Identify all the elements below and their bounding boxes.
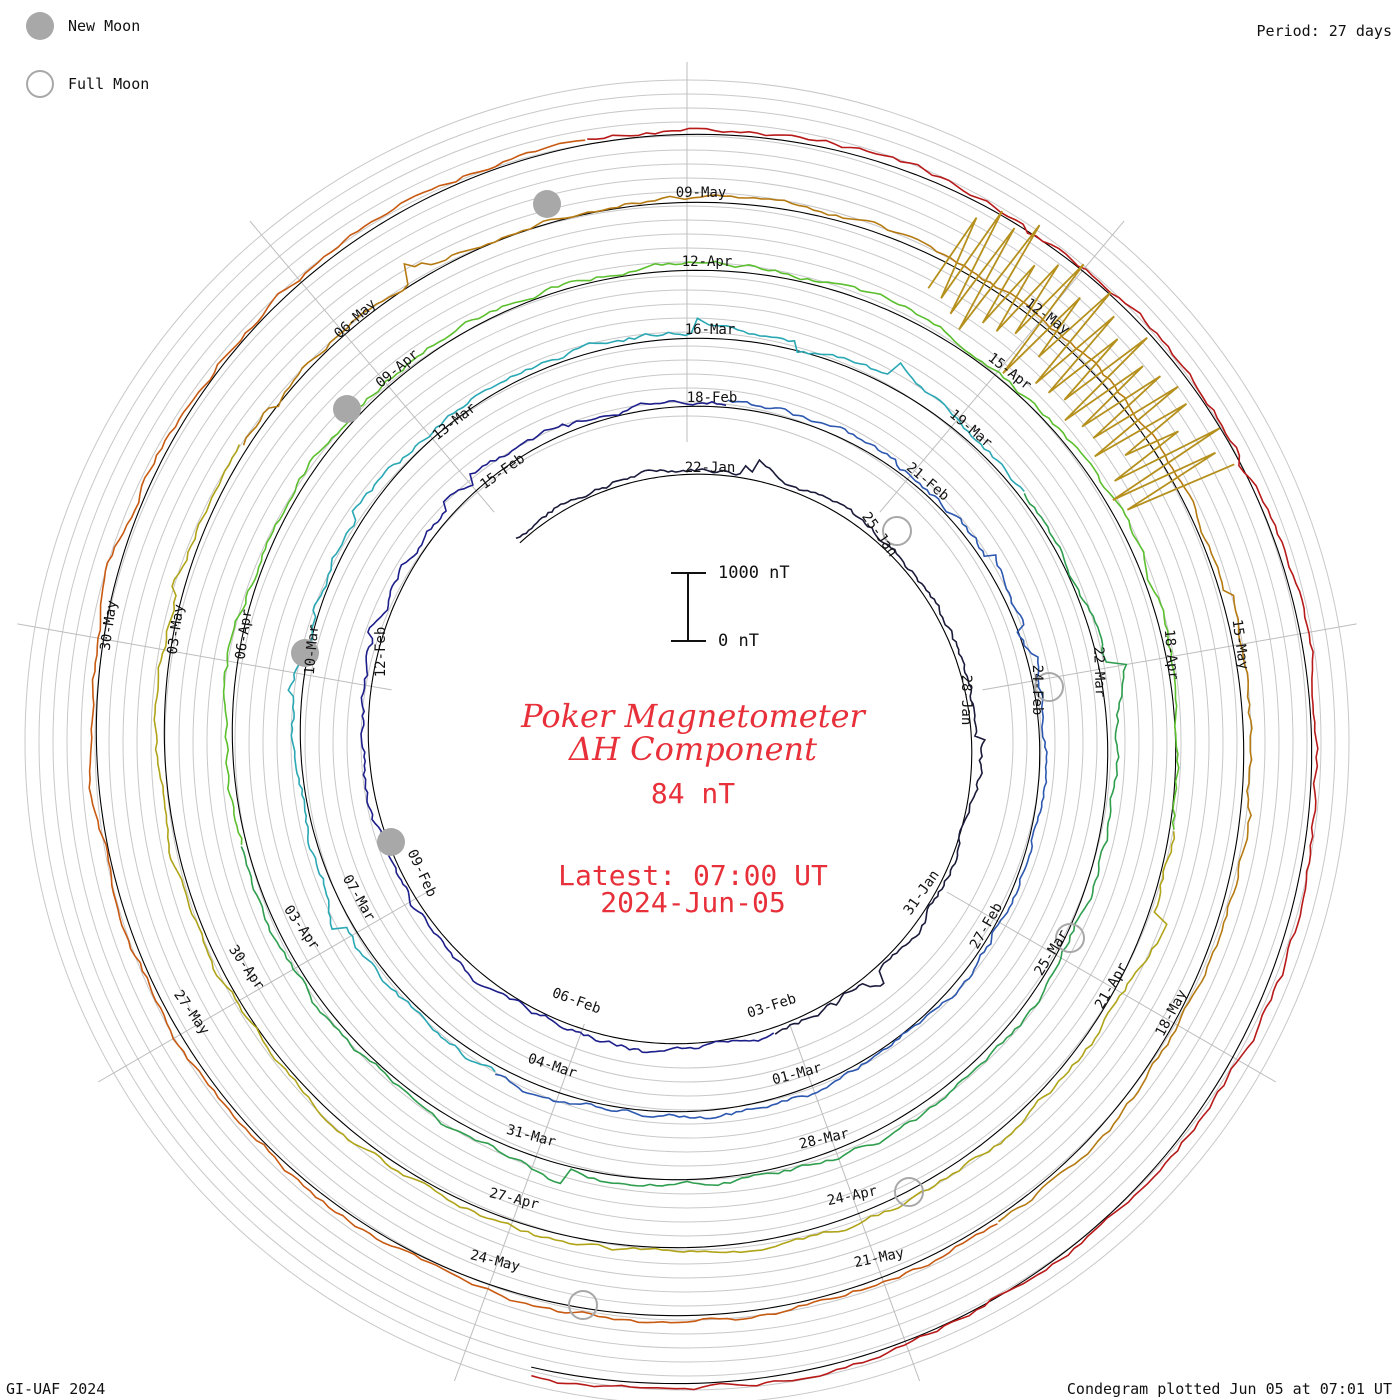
new-moon-icon (26, 12, 54, 40)
full-moon-marker (1034, 672, 1064, 702)
footer-plotted: Condegram plotted Jun 05 at 07:01 UT (1066, 1380, 1392, 1398)
date-label: 18-Apr (1161, 629, 1181, 681)
full-moon-marker (882, 516, 912, 546)
trace-storm-may (927, 210, 1235, 511)
chart-title-line2: ΔH Component (568, 730, 818, 768)
date-label: 07-Mar (339, 872, 378, 924)
date-label: 03-May (165, 603, 188, 655)
trace-rotation-7 (153, 444, 1176, 1254)
trace-rotation-1 (515, 458, 987, 1035)
latest-time: Latest: 07:00 UT (558, 859, 828, 892)
date-label: 22-Jan (685, 460, 736, 476)
radial-spoke (97, 891, 428, 1083)
new-moon-marker (377, 828, 405, 856)
radial-spoke (453, 1023, 585, 1382)
footer-credit: GI-UAF 2024 (6, 1380, 106, 1398)
new-moon-marker (333, 395, 361, 423)
data-traces (88, 127, 1319, 1391)
trace-rotation-4 (287, 317, 1025, 1073)
radial-spoke (17, 623, 392, 691)
trace-rotation-6 (222, 260, 1180, 845)
radial-spoke (946, 891, 1277, 1083)
trace-rotation-5 (240, 492, 1128, 1187)
date-label: 16-Mar (685, 322, 736, 338)
date-label: 18-Feb (687, 390, 738, 406)
date-label: 10-Mar (302, 624, 322, 676)
legend-full-moon: Full Moon (26, 70, 149, 98)
full-moon-marker (568, 1290, 598, 1320)
date-label: 24-Apr (826, 1183, 879, 1209)
chart-title-line1: Poker Magnetometer (521, 697, 865, 735)
date-label: 12-Feb (373, 627, 389, 678)
date-label: 12-Apr (682, 254, 733, 270)
new-moon-marker (291, 639, 319, 667)
moon-markers (291, 190, 1085, 1320)
radial-spoke (879, 220, 1125, 513)
scale-bar-top-label: 1000 nT (718, 563, 790, 583)
radial-spoke (789, 1023, 921, 1382)
date-label: 09-Apr (373, 347, 422, 392)
period-label: Period: 27 days (1256, 22, 1392, 40)
radial-spokes (17, 62, 1357, 1382)
trace-rotation-3 (495, 399, 1048, 1120)
trace-rotation-10 (531, 127, 1319, 1391)
trace-rotation-9 (88, 139, 998, 1324)
date-label: 28-Jan (958, 675, 974, 726)
date-label: 22-Mar (1090, 646, 1108, 697)
legend-new-moon-label: New Moon (68, 17, 141, 35)
legend-new-moon: New Moon (26, 12, 140, 40)
scale-bar (671, 572, 706, 642)
latest-date: 2024-Jun-05 (600, 886, 786, 919)
date-label: 09-May (676, 185, 727, 201)
latest-value: 84 nT (650, 777, 736, 810)
date-label: 06-Feb (550, 985, 603, 1017)
trace-rotation-2 (360, 399, 775, 1054)
baseline-spiral (95, 133, 1313, 1385)
date-label: 15-May (1229, 618, 1252, 670)
date-label: 21-Apr (1092, 960, 1131, 1012)
radial-spoke (249, 220, 495, 513)
scale-bar-bottom-label: 0 nT (718, 631, 759, 651)
new-moon-marker (533, 190, 561, 218)
date-label: 25-Mar (1031, 927, 1071, 978)
full-moon-icon (26, 70, 54, 98)
date-label: 06-Apr (233, 608, 256, 660)
radial-spoke (982, 623, 1357, 691)
date-label: 13-Mar (430, 400, 480, 444)
date-label: 24-Feb (1029, 665, 1045, 716)
date-label: 31-Mar (505, 1122, 558, 1151)
date-label: 28-Mar (798, 1126, 851, 1153)
full-moon-marker (1055, 923, 1085, 953)
date-label: 30-May (98, 599, 121, 651)
baseline-spiral-path (95, 133, 1313, 1385)
date-label: 03-Feb (745, 991, 798, 1022)
full-moon-marker (894, 1177, 924, 1207)
legend-full-moon-label: Full Moon (68, 75, 150, 93)
